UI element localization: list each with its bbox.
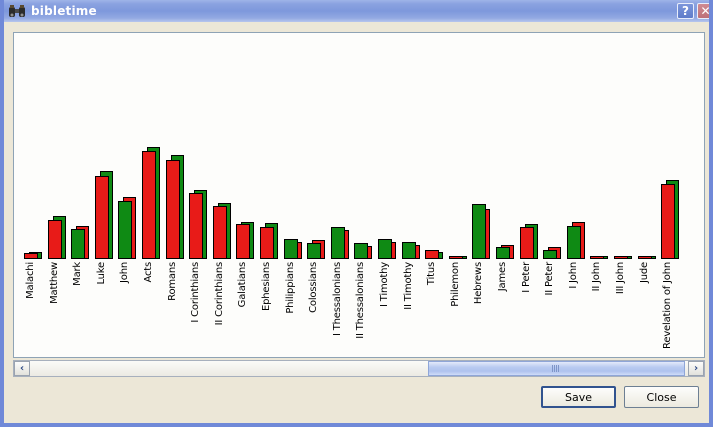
bar-front [236,224,251,259]
bar-label: III John [615,262,626,295]
bar-label: Malachi [25,262,36,299]
horizontal-scrollbar[interactable]: ‹ › [13,360,705,377]
bar-front [590,256,605,259]
close-window-button[interactable]: ✕ [697,3,709,19]
bar-label: John [119,262,131,283]
bar-label: Luke [95,262,107,285]
bar-label: Ephesians [261,262,272,312]
bar-front [354,243,369,259]
save-button[interactable]: Save [541,386,616,408]
bar-label: I Thessalonians [331,262,343,336]
bar-label: Hebrews [473,262,485,305]
bar-label: Philippians [284,262,296,314]
bar-front [94,176,109,259]
bar-front [142,151,156,259]
bar-label: Titus [426,262,438,286]
bar-front [378,239,392,259]
bar-front [118,201,133,259]
window-title: bibletime [31,4,97,18]
bar-chart: Malachi Matthew Mark Luke John Acts Romans I Co… [14,33,704,357]
bar-front [330,227,345,259]
bar-label: I Corinthians [190,262,202,323]
help-button[interactable]: ? [677,3,694,19]
bar-label: I Timothy [379,262,390,307]
bar-label: Acts [143,262,154,283]
bar-label: II Corinthians [213,262,225,326]
bar-front [212,206,227,259]
bar-front [401,242,416,259]
scrollbar-thumb[interactable] [428,361,685,376]
bar-front [260,227,274,259]
bar-front [448,256,463,259]
bar-front [189,193,204,259]
window-titlebar[interactable]: bibletime ? ✕ [4,0,709,22]
bar-label: II Timothy [402,262,414,310]
bar-front [661,184,676,259]
bar-front [425,250,440,259]
bar-label: I Peter [520,262,532,293]
bar-front [614,256,628,259]
bar-front [307,243,322,259]
dialog-button-bar: Save Close [541,386,699,408]
scroll-left-arrow[interactable]: ‹ [14,361,30,376]
bar-label: James [497,262,508,292]
bar-front [566,226,581,259]
scroll-right-arrow[interactable]: › [688,361,704,376]
bar-label: II Peter [544,262,556,296]
close-button[interactable]: Close [624,386,699,408]
bar-label: I John [567,262,579,289]
bar-label: Philemon [449,262,461,307]
bar-label: Matthew [48,262,60,304]
chart-frame: Malachi Matthew Mark Luke John Acts Romans I Co… [13,32,705,358]
bar-front [543,250,558,259]
bar-label: Romans [166,262,178,301]
bar-front [496,247,510,259]
bar-label: Galatians [237,262,249,308]
scrollbar-grip-icon [552,365,561,372]
bar-front [519,227,534,259]
bar-front [165,160,180,259]
bar-front [24,253,38,259]
bar-label: Revelation of John [662,262,674,349]
bar-label: Colossians [308,262,320,313]
bar-label: II Thessalonians [355,262,367,339]
bar-label: Mark [72,262,84,286]
bar-label: Jude [638,262,650,283]
bar-front [283,239,298,259]
binoculars-icon [9,5,25,17]
bar-label: II John [591,262,603,292]
bar-front [472,204,487,259]
bar-front [637,256,652,259]
bar-front [71,229,86,259]
scrollbar-track[interactable] [30,361,688,376]
bar-front [47,220,62,259]
